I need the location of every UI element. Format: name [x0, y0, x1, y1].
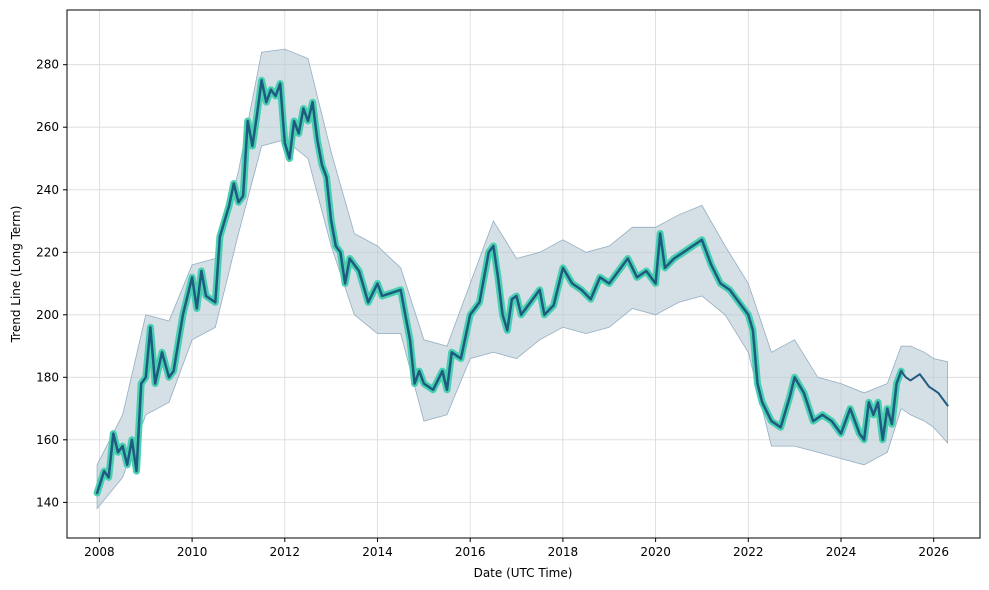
y-tick-label: 200 [36, 308, 59, 322]
x-tick-label: 2026 [918, 545, 949, 559]
x-tick-label: 2016 [455, 545, 486, 559]
y-tick-label: 160 [36, 433, 59, 447]
x-tick-label: 2020 [640, 545, 671, 559]
x-tick-label: 2010 [177, 545, 208, 559]
y-tick-label: 180 [36, 370, 59, 384]
y-axis-label: Trend Line (Long Term) [9, 206, 23, 344]
plot-frame [66, 9, 981, 539]
confidence-band-layer [96, 48, 948, 510]
x-axis-label: Date (UTC Time) [474, 566, 573, 580]
x-tick-label: 2008 [84, 545, 115, 559]
x-tick-label: 2022 [733, 545, 764, 559]
x-tick-label: 2012 [270, 545, 301, 559]
confidence-band [96, 48, 948, 510]
trend-line-layer [93, 76, 949, 497]
historical-trend-line [95, 79, 903, 495]
y-tick-label: 140 [36, 495, 59, 509]
x-tick-label: 2014 [362, 545, 393, 559]
y-tick-label: 280 [36, 58, 59, 72]
x-axis: 2008 2010 2012 2014 2016 2018 2020 2022 2024 2026 [84, 538, 949, 559]
y-axis: 140 160 180 200 220 240 260 280 [36, 58, 67, 509]
x-tick-label: 2024 [826, 545, 857, 559]
y-tick-label: 220 [36, 245, 59, 259]
forecast-trend-line [900, 370, 949, 407]
y-tick-label: 240 [36, 183, 59, 197]
x-tick-label: 2018 [548, 545, 579, 559]
y-tick-label: 260 [36, 120, 59, 134]
